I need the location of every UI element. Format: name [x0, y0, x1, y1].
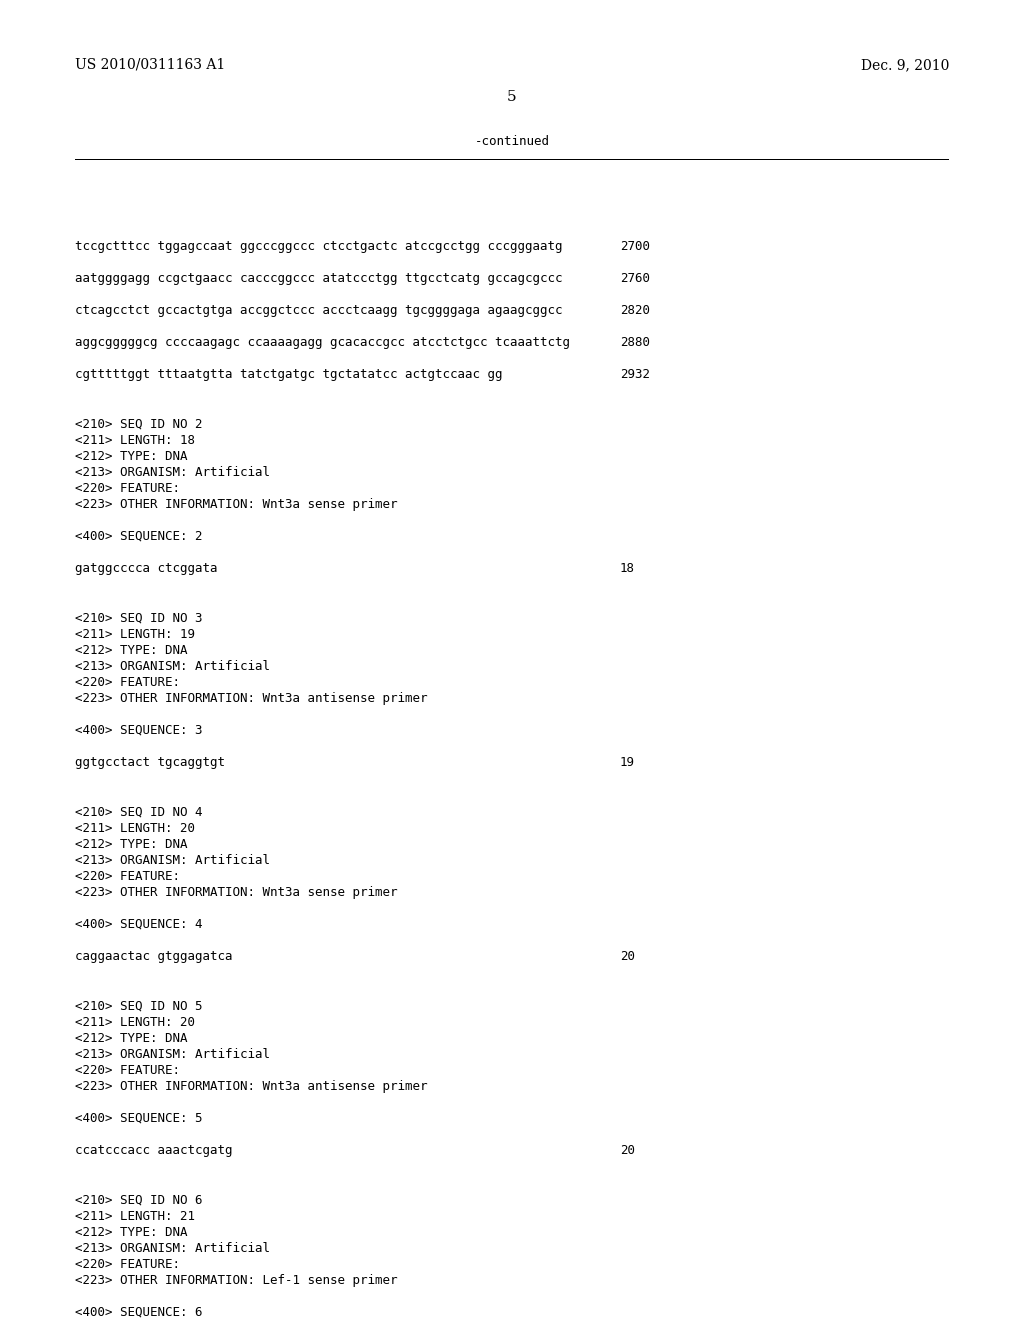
Text: <223> OTHER INFORMATION: Lef-1 sense primer: <223> OTHER INFORMATION: Lef-1 sense pri…	[75, 1274, 397, 1287]
Text: <213> ORGANISM: Artificial: <213> ORGANISM: Artificial	[75, 660, 270, 673]
Text: <223> OTHER INFORMATION: Wnt3a sense primer: <223> OTHER INFORMATION: Wnt3a sense pri…	[75, 886, 397, 899]
Text: 2760: 2760	[620, 272, 650, 285]
Text: <210> SEQ ID NO 2: <210> SEQ ID NO 2	[75, 418, 203, 432]
Text: <212> TYPE: DNA: <212> TYPE: DNA	[75, 644, 187, 657]
Text: <400> SEQUENCE: 5: <400> SEQUENCE: 5	[75, 1111, 203, 1125]
Text: <211> LENGTH: 18: <211> LENGTH: 18	[75, 434, 195, 447]
Text: Dec. 9, 2010: Dec. 9, 2010	[860, 58, 949, 73]
Text: <211> LENGTH: 21: <211> LENGTH: 21	[75, 1210, 195, 1224]
Text: <212> TYPE: DNA: <212> TYPE: DNA	[75, 1226, 187, 1239]
Text: <211> LENGTH: 20: <211> LENGTH: 20	[75, 1016, 195, 1030]
Text: 5: 5	[507, 90, 517, 104]
Text: 20: 20	[620, 1144, 635, 1158]
Text: 18: 18	[620, 562, 635, 576]
Text: ctcagcctct gccactgtga accggctccc accctcaagg tgcggggaga agaagcggcc: ctcagcctct gccactgtga accggctccc accctca…	[75, 304, 562, 317]
Text: 2880: 2880	[620, 337, 650, 348]
Text: 19: 19	[620, 756, 635, 770]
Text: 2932: 2932	[620, 368, 650, 381]
Text: <400> SEQUENCE: 2: <400> SEQUENCE: 2	[75, 531, 203, 543]
Text: ccatcccacc aaactcgatg: ccatcccacc aaactcgatg	[75, 1144, 232, 1158]
Text: <210> SEQ ID NO 3: <210> SEQ ID NO 3	[75, 612, 203, 624]
Text: <212> TYPE: DNA: <212> TYPE: DNA	[75, 450, 187, 463]
Text: gatggcccca ctcggata: gatggcccca ctcggata	[75, 562, 217, 576]
Text: 20: 20	[620, 950, 635, 964]
Text: <213> ORGANISM: Artificial: <213> ORGANISM: Artificial	[75, 466, 270, 479]
Text: <220> FEATURE:: <220> FEATURE:	[75, 1064, 180, 1077]
Text: cgtttttggt tttaatgtta tatctgatgc tgctatatcc actgtccaac gg: cgtttttggt tttaatgtta tatctgatgc tgctata…	[75, 368, 503, 381]
Text: <223> OTHER INFORMATION: Wnt3a antisense primer: <223> OTHER INFORMATION: Wnt3a antisense…	[75, 692, 427, 705]
Text: ggtgcctact tgcaggtgt: ggtgcctact tgcaggtgt	[75, 756, 225, 770]
Text: tccgctttcc tggagccaat ggcccggccc ctcctgactc atccgcctgg cccgggaatg: tccgctttcc tggagccaat ggcccggccc ctcctga…	[75, 240, 562, 253]
Text: <213> ORGANISM: Artificial: <213> ORGANISM: Artificial	[75, 1048, 270, 1061]
Text: 2700: 2700	[620, 240, 650, 253]
Text: <400> SEQUENCE: 4: <400> SEQUENCE: 4	[75, 917, 203, 931]
Text: <212> TYPE: DNA: <212> TYPE: DNA	[75, 838, 187, 851]
Text: caggaactac gtggagatca: caggaactac gtggagatca	[75, 950, 232, 964]
Text: <210> SEQ ID NO 4: <210> SEQ ID NO 4	[75, 807, 203, 818]
Text: <220> FEATURE:: <220> FEATURE:	[75, 870, 180, 883]
Text: <213> ORGANISM: Artificial: <213> ORGANISM: Artificial	[75, 854, 270, 867]
Text: <210> SEQ ID NO 5: <210> SEQ ID NO 5	[75, 1001, 203, 1012]
Text: US 2010/0311163 A1: US 2010/0311163 A1	[75, 58, 225, 73]
Text: <213> ORGANISM: Artificial: <213> ORGANISM: Artificial	[75, 1242, 270, 1255]
Text: <220> FEATURE:: <220> FEATURE:	[75, 482, 180, 495]
Text: <400> SEQUENCE: 3: <400> SEQUENCE: 3	[75, 723, 203, 737]
Text: -continued: -continued	[474, 135, 550, 148]
Text: <211> LENGTH: 19: <211> LENGTH: 19	[75, 628, 195, 642]
Text: 2820: 2820	[620, 304, 650, 317]
Text: <220> FEATURE:: <220> FEATURE:	[75, 676, 180, 689]
Text: <212> TYPE: DNA: <212> TYPE: DNA	[75, 1032, 187, 1045]
Text: aatggggagg ccgctgaacc cacccggccc atatccctgg ttgcctcatg gccagcgccc: aatggggagg ccgctgaacc cacccggccc atatccc…	[75, 272, 562, 285]
Text: aggcgggggcg ccccaagagc ccaaaagagg gcacaccgcc atcctctgcc tcaaattctg: aggcgggggcg ccccaagagc ccaaaagagg gcacac…	[75, 337, 570, 348]
Text: <210> SEQ ID NO 6: <210> SEQ ID NO 6	[75, 1195, 203, 1206]
Text: <400> SEQUENCE: 6: <400> SEQUENCE: 6	[75, 1305, 203, 1319]
Text: <223> OTHER INFORMATION: Wnt3a antisense primer: <223> OTHER INFORMATION: Wnt3a antisense…	[75, 1080, 427, 1093]
Text: <223> OTHER INFORMATION: Wnt3a sense primer: <223> OTHER INFORMATION: Wnt3a sense pri…	[75, 498, 397, 511]
Text: <220> FEATURE:: <220> FEATURE:	[75, 1258, 180, 1271]
Text: <211> LENGTH: 20: <211> LENGTH: 20	[75, 822, 195, 836]
